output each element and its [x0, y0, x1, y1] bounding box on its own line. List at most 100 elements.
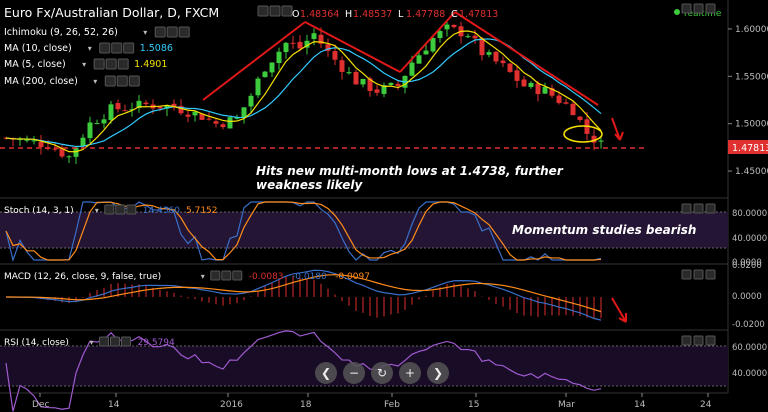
candle-body — [304, 40, 310, 48]
move-up-icon[interactable] — [681, 203, 692, 214]
candle-body — [332, 51, 338, 60]
candle-body — [591, 135, 597, 143]
macd-tick-label: 0.0000 — [732, 292, 762, 302]
visibility-icon — [99, 42, 111, 54]
nav-button-circle — [399, 362, 421, 384]
candle-body — [241, 107, 247, 118]
candle-body — [346, 72, 352, 74]
move-down-icon[interactable] — [693, 203, 704, 214]
time-tick-label: 14 — [108, 400, 120, 410]
ohlc-value: 1.48537 — [353, 9, 392, 20]
settings-icon — [111, 42, 123, 54]
candle-body — [283, 42, 289, 53]
candle-body — [157, 106, 163, 109]
close-icon — [123, 42, 135, 54]
candle-body — [129, 109, 135, 111]
ohlc-value: 1.47788 — [406, 9, 445, 20]
price-tick-label: 1.50000 — [735, 120, 768, 130]
pane-control-icons — [681, 3, 716, 346]
candle-body — [87, 122, 93, 139]
candle-body — [388, 82, 394, 85]
candle-body — [17, 139, 23, 141]
price-tick-label: 1.55000 — [735, 72, 768, 82]
trend-line — [202, 21, 306, 101]
zoom-in-button[interactable]: + — [399, 362, 421, 384]
candle-body — [451, 24, 457, 28]
realtime-dot-icon — [674, 9, 680, 15]
stoch-legend: Stoch (14, 3, 1) ▾ 14.4360 5.7152 — [4, 204, 218, 216]
candle-body — [262, 71, 268, 78]
candle-body — [101, 119, 107, 124]
indicator-label: Ichimoku (9, 26, 52, 26) — [4, 27, 118, 38]
symbol-title: Euro Fx/Australian Dollar, D, FXCM — [4, 5, 219, 20]
move-down-icon[interactable] — [693, 335, 704, 346]
time-tick-label: Feb — [384, 400, 400, 410]
chevron-down-icon: ▾ — [90, 338, 94, 347]
candle-body — [276, 51, 282, 63]
candle-body — [108, 104, 114, 121]
visibility-icon — [99, 336, 109, 347]
candle-body — [213, 121, 219, 124]
pane-value: -0.0083 — [249, 272, 284, 282]
visibility-icon — [257, 5, 269, 17]
settings-icon — [116, 75, 128, 87]
candle-body — [563, 102, 569, 104]
maximize-icon[interactable] — [705, 335, 716, 346]
scroll-right-button[interactable]: ❯ — [427, 362, 449, 384]
candle-body — [52, 148, 58, 150]
indicator-value: 1.4901 — [134, 59, 167, 70]
candle-body — [479, 38, 485, 56]
move-up-icon[interactable] — [681, 335, 692, 346]
candle-body — [353, 72, 359, 85]
rsi-tick-label: 40.0000 — [732, 369, 767, 379]
maximize-icon[interactable] — [705, 203, 716, 214]
move-up-icon[interactable] — [681, 269, 692, 280]
candle-body — [430, 38, 436, 52]
move-up-icon[interactable] — [681, 3, 692, 14]
candle-body — [318, 34, 324, 44]
stoch-tick-label: 40.0000 — [732, 234, 767, 244]
candle-body — [444, 24, 450, 30]
zoom-out-button[interactable]: − — [343, 362, 365, 384]
nav-button-circle — [343, 362, 365, 384]
candle-body — [38, 142, 44, 148]
candle-body — [94, 123, 100, 125]
indicator-label: MA (10, close) — [4, 43, 72, 54]
current-price-badge — [728, 140, 768, 154]
macd-legend: MACD (12, 26, close, 9, false, true) ▾ -0.… — [4, 270, 370, 282]
indicator-legend: Ichimoku (9, 26, 52, 26) ▾ MA (10, close) ▾… — [4, 26, 190, 87]
candle-body — [59, 147, 65, 157]
move-down-icon[interactable] — [693, 3, 704, 14]
settings-icon — [115, 204, 126, 215]
pane-value: 5.7152 — [186, 206, 218, 216]
candle-body — [143, 102, 149, 105]
indicator-value: 1.5086 — [140, 43, 173, 54]
settings-icon — [269, 5, 281, 17]
time-tick-label: 2016 — [220, 400, 243, 410]
time-tick-label: 14 — [634, 400, 646, 410]
candle-body — [178, 106, 184, 114]
plus-icon: + — [405, 366, 415, 380]
ohlc-key: L — [398, 9, 404, 20]
minus-icon: − — [349, 366, 359, 380]
trendlines-layer — [202, 11, 627, 323]
candle-body — [416, 55, 422, 64]
time-tick-label: 18 — [300, 400, 312, 410]
candle-body — [374, 89, 380, 93]
scroll-left-button[interactable]: ❮ — [315, 362, 337, 384]
rsi-band — [0, 346, 728, 386]
move-down-icon[interactable] — [693, 269, 704, 280]
chevron-down-icon: ▾ — [93, 77, 97, 86]
settings-icon — [105, 58, 117, 70]
stoch-band — [0, 212, 728, 248]
candle-body — [269, 62, 275, 73]
candle-body — [437, 31, 443, 39]
candle-body — [227, 117, 233, 129]
maximize-icon[interactable] — [705, 3, 716, 14]
candle-body — [528, 82, 534, 87]
maximize-icon[interactable] — [705, 269, 716, 280]
chart-navigation: ❮ − ↻ + ❯ — [315, 362, 449, 384]
reset-button[interactable]: ↻ — [371, 362, 393, 384]
macd-signal-line — [5, 274, 602, 313]
